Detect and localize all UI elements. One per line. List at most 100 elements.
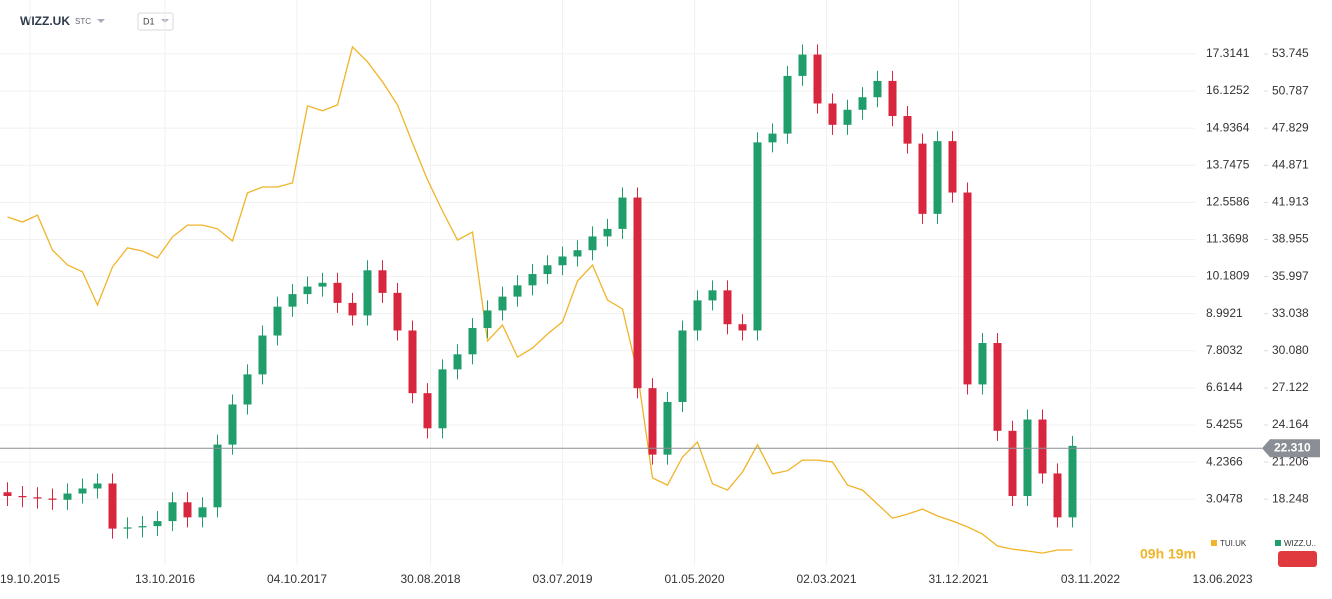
candle-body [573,250,582,257]
x-tick-label: 03.07.2019 [532,572,592,586]
y2-tick-label: 38.955 [1272,232,1309,246]
y2-tick-label: 30.080 [1272,343,1309,357]
candle-body [363,270,372,316]
candle-body [138,526,147,528]
y2-tick-label: 21.206 [1272,454,1309,468]
dropdown-arrow[interactable] [97,19,105,23]
y2-tick-label: 27.122 [1272,380,1309,394]
grid [0,0,1195,565]
candle-body [723,290,732,325]
candle-body [783,75,792,134]
candle-body [1023,419,1032,497]
y2-tick-label: 50.787 [1272,83,1309,97]
candle-body [918,143,927,214]
candle-body [438,369,447,429]
candle-body [903,116,912,144]
candle-body [453,354,462,370]
y-tick-label: 4.2366 [1206,454,1243,468]
candle-body [303,286,312,295]
candle-body [843,109,852,125]
candle-body [708,290,717,301]
x-tick-label: 04.10.2017 [267,572,327,586]
candle-body [183,502,192,518]
candle-body [543,265,552,275]
candle-body [393,292,402,331]
candle-body [48,498,57,500]
y-tick-label: 14.9364 [1206,120,1250,134]
interval-box[interactable] [137,12,174,31]
last-price-tag [1262,439,1320,458]
action-button[interactable] [1278,551,1317,567]
y-tick-label: 11.3698 [1206,232,1249,246]
candle-body [483,310,492,328]
y-tick-label: 12.5586 [1206,195,1250,209]
y-tick-label: 8.9921 [1206,306,1243,320]
x-tick-label: 01.05.2020 [664,572,724,586]
y-tick-label: 16.1252 [1206,83,1250,97]
candle-body [333,282,342,303]
candle-body [588,236,597,251]
candle-body [78,488,87,494]
y-tick-label: 7.8032 [1206,343,1243,357]
candle-body [633,197,642,389]
candle-body [798,54,807,76]
candle-body [753,142,762,331]
y2-tick-label: 35.997 [1272,269,1309,283]
candle-body [498,296,507,311]
y-tick-label: 6.6144 [1206,380,1243,394]
candle-body [1053,473,1062,518]
chart-title: WIZZ.UK [20,14,70,28]
candle-body [288,294,297,307]
candle-body [648,388,657,455]
candle-body [948,141,957,193]
candle-body [93,483,102,489]
candle-body [423,393,432,429]
candle-body [168,502,177,522]
style-selector[interactable]: STC [75,17,91,26]
y2-tick-label: 33.038 [1272,306,1309,320]
candle-body [663,401,672,455]
y2-tick-label: 44.871 [1272,157,1309,171]
y2-tick-label: 47.829 [1272,120,1309,134]
x-tick-label: 03.11.2022 [1061,572,1120,586]
candle-body [243,374,252,405]
x-tick-label: 02.03.2021 [796,572,856,586]
candle-body [1008,430,1017,497]
candle-body [618,197,627,229]
candle-body [933,141,942,214]
candle-body [513,285,522,297]
candle-body [468,327,477,355]
y-tick-label: 17.3141 [1206,46,1250,60]
candle-body [678,330,687,402]
candle-body [528,274,537,286]
candle-body [198,507,207,518]
candle-body [108,483,117,529]
legend-label: TUI.UK [1220,539,1247,548]
candle-body [378,270,387,293]
candle-body [738,324,747,331]
x-tick-label: 30.08.2018 [400,572,460,586]
candle-body [963,192,972,385]
y2-tick-label: 41.913 [1272,195,1309,209]
y2-tick-label: 53.745 [1272,46,1309,60]
candle-body [258,335,267,375]
candle-body [348,302,357,316]
candle-body [693,300,702,331]
plot [0,44,1262,554]
candle-body [213,444,222,508]
candle-body [153,521,162,527]
candle-body [813,54,822,104]
interval-selector[interactable]: D1 [143,16,155,26]
candle-body [558,256,567,266]
x-tick-label: 19.10.2015 [0,572,60,586]
y-tick-label: 13.7475 [1206,157,1250,171]
timer: 09h 19m [1140,546,1196,562]
y-tick-label: 10.1809 [1206,269,1250,283]
candle-body [408,330,417,394]
candle-body [873,80,882,98]
candle-body [273,306,282,336]
candle-body [18,496,27,498]
y-tick-label: 5.4255 [1206,417,1243,431]
line-series [7,45,1073,554]
